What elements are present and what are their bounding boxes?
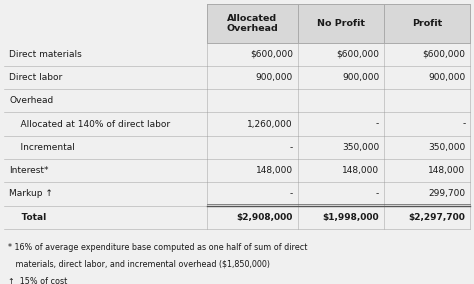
Bar: [4, 182, 470, 206]
Text: -: -: [290, 189, 293, 199]
Text: 299,700: 299,700: [428, 189, 465, 199]
Text: 350,000: 350,000: [342, 143, 379, 152]
Text: * 16% of average expenditure base computed as one half of sum of direct: * 16% of average expenditure base comput…: [8, 243, 307, 252]
Bar: [4, 89, 470, 112]
Bar: [384, 4, 470, 43]
Text: $600,000: $600,000: [250, 50, 293, 59]
Text: ↑  15% of cost: ↑ 15% of cost: [8, 277, 67, 284]
Text: 350,000: 350,000: [428, 143, 465, 152]
Text: 900,000: 900,000: [255, 73, 293, 82]
Text: $2,297,700: $2,297,700: [409, 213, 465, 222]
Bar: [4, 4, 207, 43]
Text: -: -: [376, 120, 379, 129]
Text: -: -: [290, 143, 293, 152]
Bar: [298, 4, 384, 43]
Text: $1,998,000: $1,998,000: [322, 213, 379, 222]
Text: Markup ↑: Markup ↑: [9, 189, 54, 199]
Bar: [4, 43, 470, 66]
Text: Direct materials: Direct materials: [9, 50, 82, 59]
Text: Interest*: Interest*: [9, 166, 49, 175]
Text: $600,000: $600,000: [422, 50, 465, 59]
Text: 900,000: 900,000: [342, 73, 379, 82]
Bar: [4, 66, 470, 89]
Text: Allocated at 140% of direct labor: Allocated at 140% of direct labor: [9, 120, 171, 129]
Bar: [4, 159, 470, 182]
Text: 1,260,000: 1,260,000: [247, 120, 293, 129]
Text: Overhead: Overhead: [9, 96, 54, 105]
Bar: [4, 136, 470, 159]
Text: 148,000: 148,000: [342, 166, 379, 175]
Text: -: -: [376, 189, 379, 199]
Text: -: -: [462, 120, 465, 129]
Text: Total: Total: [9, 213, 47, 222]
Text: Incremental: Incremental: [9, 143, 75, 152]
Text: Direct labor: Direct labor: [9, 73, 63, 82]
Text: Allocated
Overhead: Allocated Overhead: [226, 14, 278, 33]
Bar: [207, 4, 298, 43]
Text: 148,000: 148,000: [428, 166, 465, 175]
Text: materials, direct labor, and incremental overhead ($1,850,000): materials, direct labor, and incremental…: [8, 260, 270, 269]
Text: 148,000: 148,000: [256, 166, 293, 175]
Bar: [4, 112, 470, 136]
Text: Profit: Profit: [412, 19, 442, 28]
Text: No Profit: No Profit: [317, 19, 365, 28]
Bar: [4, 206, 470, 229]
Text: 900,000: 900,000: [428, 73, 465, 82]
Text: $600,000: $600,000: [336, 50, 379, 59]
Text: $2,908,000: $2,908,000: [237, 213, 293, 222]
